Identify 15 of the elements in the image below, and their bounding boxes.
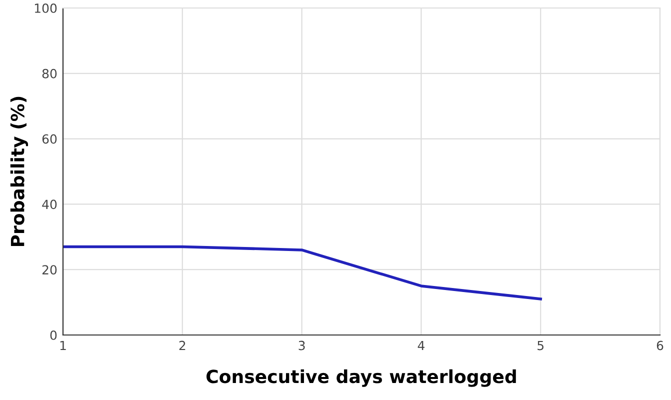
x-tick-label: 3: [298, 340, 305, 350]
x-tick-label: 2: [179, 340, 186, 350]
y-tick-label: 40: [42, 200, 57, 210]
x-tick-label: 5: [538, 340, 544, 350]
y-axis-title: Probability (%): [10, 96, 28, 246]
y-tick-label: 100: [34, 3, 57, 13]
y-tick-label: 0: [50, 330, 57, 340]
y-tick-label: 60: [42, 134, 57, 144]
y-tick-label: 20: [42, 265, 57, 275]
y-tick-label: 80: [42, 68, 57, 78]
x-axis-title: Consecutive days waterlogged: [206, 369, 516, 387]
x-tick-label: 1: [60, 340, 66, 350]
x-tick-label: 4: [418, 340, 424, 350]
x-tick-label: 6: [656, 340, 664, 350]
line-series: [63, 245, 542, 300]
